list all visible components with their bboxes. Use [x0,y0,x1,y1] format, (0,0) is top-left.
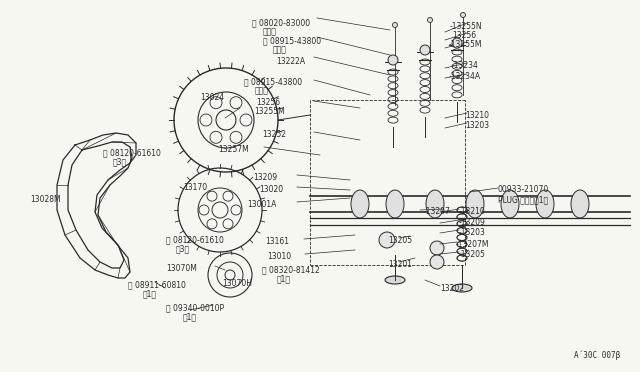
Circle shape [430,255,444,269]
Text: -13234: -13234 [452,61,479,70]
Text: -13210: -13210 [459,207,486,216]
Text: 13070H: 13070H [222,279,252,288]
Text: 13222A: 13222A [276,57,305,66]
Text: -13234A: -13234A [449,72,481,81]
Text: 13257M: 13257M [218,145,249,154]
Text: PLUG プラグ（1）: PLUG プラグ（1） [498,195,548,204]
Text: 13209: 13209 [253,173,277,182]
Circle shape [430,241,444,255]
Circle shape [452,38,462,48]
Text: 13028M: 13028M [30,195,61,204]
Circle shape [428,17,433,22]
Text: A´30C 007β: A´30C 007β [573,350,620,360]
Ellipse shape [426,190,444,218]
Text: 13010: 13010 [267,252,291,261]
Text: 13256: 13256 [256,98,280,107]
Text: （５）: （５） [255,86,269,95]
Text: 13070M: 13070M [166,264,197,273]
Circle shape [461,13,465,17]
Text: （５）: （５） [273,45,287,54]
Circle shape [388,55,398,65]
Ellipse shape [386,190,404,218]
Text: 13255M: 13255M [254,107,285,116]
Text: Ⓢ 08320-81412: Ⓢ 08320-81412 [262,265,320,274]
Text: 13161: 13161 [265,237,289,246]
Text: 13252: 13252 [262,130,286,139]
Ellipse shape [351,190,369,218]
Text: （1）: （1） [183,312,197,321]
Text: 13205: 13205 [388,236,412,245]
Text: （3）: （3） [113,157,127,166]
Text: Ⓧ 08915-43800: Ⓧ 08915-43800 [244,77,302,86]
Ellipse shape [385,276,405,284]
Ellipse shape [571,190,589,218]
Text: 13020: 13020 [259,185,283,194]
Text: 13202: 13202 [440,284,464,293]
Text: -13207M: -13207M [456,240,490,249]
Text: -13205: -13205 [459,250,486,259]
Text: -13255N: -13255N [450,22,483,31]
Text: （1）: （1） [277,274,291,283]
Ellipse shape [501,190,519,218]
Circle shape [392,22,397,28]
Text: Ⓑ 08020-83000: Ⓑ 08020-83000 [252,18,310,27]
Text: （3）: （3） [176,244,190,253]
Text: 13024: 13024 [200,93,224,102]
Text: -13255M: -13255M [449,40,483,49]
Text: 13210: 13210 [465,111,489,120]
Text: 13170: 13170 [183,183,207,192]
Text: 13256: 13256 [452,31,476,40]
Text: Ⓑ 08120-61610: Ⓑ 08120-61610 [166,235,224,244]
Text: ⓜ 09340-0010P: ⓜ 09340-0010P [166,303,224,312]
Text: （３）: （３） [263,27,277,36]
Text: -13203: -13203 [459,228,486,237]
Ellipse shape [536,190,554,218]
Circle shape [420,45,430,55]
Ellipse shape [466,190,484,218]
Text: 13001A: 13001A [247,200,276,209]
Text: -13207: -13207 [424,207,451,216]
Text: Ⓝ 08911-60810: Ⓝ 08911-60810 [128,280,186,289]
Text: （1）: （1） [143,289,157,298]
Ellipse shape [452,284,472,292]
Circle shape [379,232,395,248]
Text: 13201: 13201 [388,260,412,269]
Text: 00933-21070: 00933-21070 [498,185,549,194]
Text: Ⓑ 08120-61610: Ⓑ 08120-61610 [103,148,161,157]
Text: Ⓦ 08915-43800: Ⓦ 08915-43800 [263,36,321,45]
Text: 13203: 13203 [465,121,489,130]
Text: -13209: -13209 [459,218,486,227]
